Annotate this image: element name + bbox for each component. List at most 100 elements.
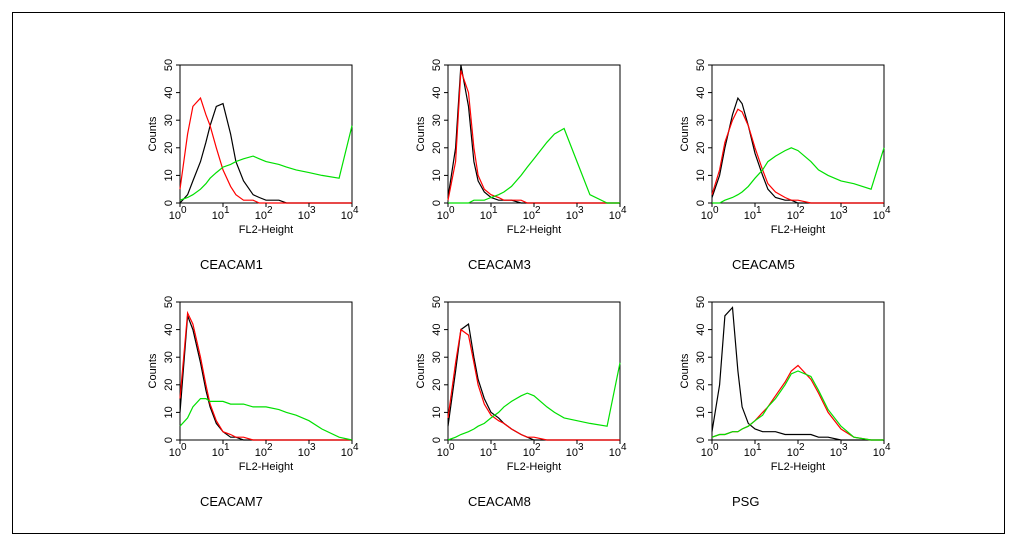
- y-tick-label: 30: [431, 351, 443, 363]
- y-tick-label: 10: [431, 169, 443, 181]
- x-tick-label: 10: [341, 210, 353, 222]
- x-tick-label: 10: [169, 447, 181, 459]
- x-tick-label: 10: [523, 447, 535, 459]
- histogram-line: [711, 108, 884, 204]
- y-tick-label: 0: [431, 200, 443, 206]
- plot-frame: [447, 64, 621, 204]
- y-tick-label: 40: [695, 323, 707, 335]
- x-tick-label: 10: [609, 447, 621, 459]
- x-tick-label: 10: [169, 210, 181, 222]
- histogram-line: [447, 64, 620, 204]
- x-tick-label: 10: [437, 447, 449, 459]
- x-tick-exponent: 1: [756, 442, 762, 453]
- x-tick-exponent: 0: [181, 442, 187, 453]
- x-tick-exponent: 3: [842, 205, 848, 216]
- histogram-line: [179, 96, 352, 204]
- x-tick-label: 10: [787, 210, 799, 222]
- x-tick-label: 10: [744, 210, 756, 222]
- y-tick-label: 20: [163, 142, 175, 154]
- histogram-line: [711, 306, 884, 441]
- y-axis-label: Counts: [679, 116, 691, 151]
- y-axis-label: Counts: [147, 353, 159, 388]
- y-tick-label: 20: [431, 379, 443, 391]
- y-tick-label: 50: [431, 59, 443, 71]
- histogram-line: [711, 364, 884, 441]
- y-tick-label: 50: [163, 59, 175, 71]
- y-tick-label: 50: [431, 296, 443, 308]
- y-tick-label: 50: [695, 296, 707, 308]
- x-tick-exponent: 1: [224, 442, 230, 453]
- x-tick-exponent: 1: [756, 205, 762, 216]
- panel-title: PSG: [732, 494, 759, 509]
- histogram-line: [179, 125, 353, 201]
- y-tick-label: 30: [695, 114, 707, 126]
- x-tick-label: 10: [609, 210, 621, 222]
- x-tick-exponent: 3: [578, 205, 584, 216]
- x-tick-exponent: 4: [885, 442, 891, 453]
- frame: [12, 12, 1005, 534]
- x-tick-label: 10: [298, 210, 310, 222]
- y-tick-label: 0: [431, 437, 443, 443]
- histogram-line: [179, 398, 353, 441]
- x-tick-label: 10: [255, 447, 267, 459]
- x-tick-label: 10: [787, 447, 799, 459]
- panel-title: CEACAM7: [200, 494, 263, 509]
- x-tick-exponent: 4: [621, 442, 627, 453]
- y-tick-label: 30: [163, 114, 175, 126]
- y-tick-label: 10: [163, 169, 175, 181]
- x-tick-exponent: 1: [492, 205, 498, 216]
- y-axis-label: Counts: [415, 116, 427, 151]
- x-tick-label: 10: [341, 447, 353, 459]
- x-axis-label: FL2-Height: [239, 461, 293, 473]
- x-tick-label: 10: [437, 210, 449, 222]
- x-tick-exponent: 0: [449, 442, 455, 453]
- x-tick-label: 10: [480, 210, 492, 222]
- x-tick-label: 10: [566, 210, 578, 222]
- x-tick-label: 10: [830, 447, 842, 459]
- x-tick-exponent: 2: [799, 442, 805, 453]
- histogram-line: [179, 315, 352, 441]
- x-axis-label: FL2-Height: [771, 461, 825, 473]
- y-tick-label: 0: [163, 200, 175, 206]
- x-tick-exponent: 2: [267, 442, 273, 453]
- histogram-line: [447, 70, 620, 204]
- x-tick-exponent: 4: [621, 205, 627, 216]
- y-tick-label: 10: [163, 406, 175, 418]
- x-tick-label: 10: [566, 447, 578, 459]
- panel-title: CEACAM3: [468, 257, 531, 272]
- x-tick-exponent: 0: [181, 205, 187, 216]
- y-axis-label: Counts: [147, 116, 159, 151]
- x-tick-exponent: 3: [578, 442, 584, 453]
- histogram-line: [712, 147, 885, 204]
- y-axis-label: Counts: [679, 353, 691, 388]
- y-tick-label: 10: [695, 169, 707, 181]
- histogram-line: [711, 370, 884, 441]
- y-axis-label: Counts: [415, 353, 427, 388]
- x-tick-label: 10: [701, 210, 713, 222]
- y-tick-label: 0: [695, 200, 707, 206]
- x-tick-label: 10: [744, 447, 756, 459]
- plot-frame: [711, 64, 885, 204]
- y-tick-label: 50: [695, 59, 707, 71]
- panel-title: CEACAM5: [732, 257, 795, 272]
- y-tick-label: 40: [163, 323, 175, 335]
- x-tick-label: 10: [298, 447, 310, 459]
- x-tick-label: 10: [212, 447, 224, 459]
- y-tick-label: 20: [695, 142, 707, 154]
- x-tick-exponent: 3: [310, 442, 316, 453]
- x-tick-exponent: 4: [353, 205, 359, 216]
- x-axis-label: FL2-Height: [507, 224, 561, 236]
- x-tick-exponent: 1: [492, 442, 498, 453]
- histogram-line: [179, 102, 352, 204]
- histogram-line: [448, 127, 620, 204]
- x-tick-exponent: 0: [713, 442, 719, 453]
- x-tick-label: 10: [480, 447, 492, 459]
- y-tick-label: 40: [431, 323, 443, 335]
- x-tick-label: 10: [255, 210, 267, 222]
- y-tick-label: 40: [163, 86, 175, 98]
- y-tick-label: 0: [695, 437, 707, 443]
- x-tick-label: 10: [830, 210, 842, 222]
- y-tick-label: 30: [163, 351, 175, 363]
- x-tick-label: 10: [873, 210, 885, 222]
